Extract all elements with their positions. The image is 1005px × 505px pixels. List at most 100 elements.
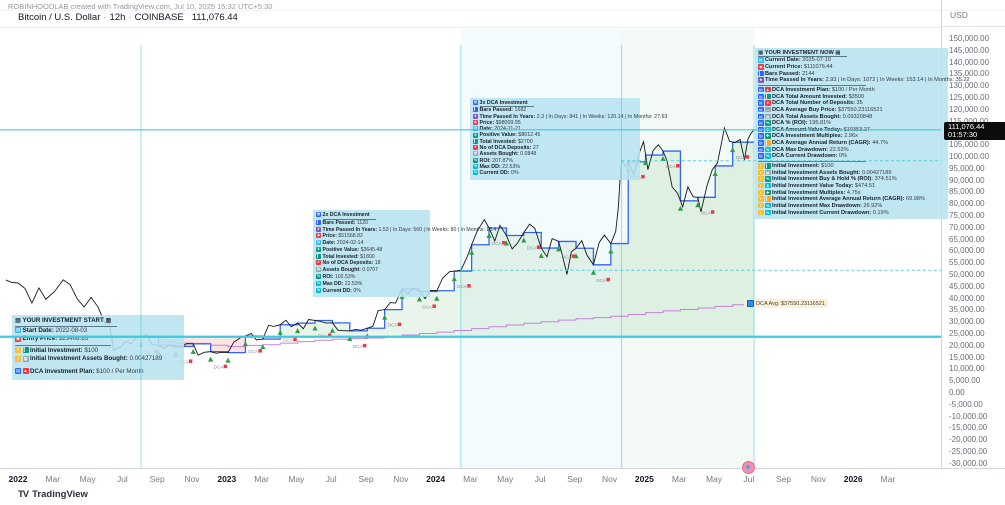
row-value: $8012.45 (518, 132, 541, 139)
row-icon: ▤ (758, 106, 764, 113)
last-price-badge: 111,076.44 01:57:30 (944, 121, 1005, 140)
row-label: Max DD: (479, 163, 503, 170)
row-value: $1800 (360, 253, 375, 260)
panel-row: ! ✚ Initial Investment Multiples: 4.75x (758, 189, 944, 197)
row-icon: ▤ (316, 240, 321, 246)
row-label: DCA Investment Plan: (772, 87, 832, 94)
row-label: Bars Passed: (322, 219, 357, 226)
time-axis-label: 2026 (843, 474, 863, 484)
row-icon: ▦ (473, 151, 478, 157)
panel-title: ▦ YOUR INVESTMENT START ▦ (15, 317, 118, 327)
row-icon: ▦ (765, 113, 771, 120)
row-value: 4.75x (846, 189, 861, 196)
dca-tag-icon (676, 164, 680, 168)
dca-buy-marker (573, 253, 579, 259)
row-label: Price: (322, 233, 339, 240)
price-axis[interactable]: USD 111,076.44 01:57:30 150,000.00 145,00… (941, 0, 1005, 468)
row-value: 0.00427189 (861, 169, 892, 176)
panel-row: $ Positive Value: $3645.48 (316, 247, 426, 254)
row-icon: ! (758, 202, 764, 209)
row-icon: ▤ (758, 100, 764, 106)
dca-avg-floating-label: DCA Avg: $37550.23116521 (744, 299, 828, 308)
row-value: 2144 (802, 70, 815, 77)
dca-buy-marker (730, 147, 736, 153)
dca-buy-label: DCA (388, 323, 398, 328)
panel-row: ◉ Price: $98009.95 (473, 120, 636, 126)
panel-row: !% Initial Investment Max Drawdown: 26.92… (758, 202, 944, 210)
price-tick-label: 130,000.00 (949, 81, 990, 91)
tradingview-logo[interactable]: TV TradingView (18, 489, 88, 503)
panel-row: ▤ ▦ DCA Total Assets Bought: 0.09320848 (758, 113, 944, 121)
row-value: 195.81% (809, 120, 832, 127)
row-value: 18 (374, 260, 381, 267)
row-value: $51568.82 (338, 233, 363, 240)
row-icon: ▤ (758, 113, 764, 120)
row-label: DCA Current Drawdown: (772, 153, 839, 160)
row-label: DCA Amount Value Today: (772, 127, 844, 134)
row-label: Initial Investment Assets Bought: (772, 169, 862, 176)
row-icon: ★ (473, 113, 478, 119)
dca-buy-marker (608, 248, 614, 254)
row-label: Time Passed In Years: (479, 113, 537, 120)
row-label: Positive Value: (322, 246, 361, 253)
row-icon: ▤ (15, 326, 21, 333)
time-axis-label: Jul (534, 474, 546, 484)
dca-buy-marker (469, 249, 475, 255)
row-icon: ▤ (758, 146, 764, 153)
dca-3x-panel: ▦ 3x DCA Investment ▎ Bars Passed: 1682 ★ Tim… (470, 98, 667, 180)
dca-buy-marker (590, 269, 597, 275)
dca-tag-icon (502, 240, 506, 245)
row-value: $100 / Per Month (831, 87, 875, 94)
time-axis[interactable]: 2022 Mar May Jul Sep Nov 2023 Mar May Jul Sep Nov 20… (0, 468, 1005, 489)
row-label: ROI: (322, 273, 335, 280)
panel-row: ! ▦ Initial Investment Assets Bought: 0.00… (758, 169, 944, 177)
price-tick-label: 15,000.00 (949, 352, 985, 362)
row-value: $98009.95 (495, 119, 521, 126)
dca-buy-marker (486, 232, 492, 238)
dca-buy-marker (643, 160, 649, 166)
currency-label: USD (950, 10, 968, 20)
panel-title: 3x DCA Investment (479, 100, 534, 108)
row-label: DCA Total Amount Invested: (772, 93, 849, 100)
row-icon: % (316, 280, 321, 286)
row-value: 22.53% (502, 163, 521, 170)
time-axis-label: 2023 (217, 474, 237, 484)
row-icon: ▎ (765, 163, 771, 169)
row-icon: ▦ (316, 267, 321, 273)
row-icon: ▎ (765, 93, 771, 100)
row-value: 27 (532, 145, 539, 152)
row-icon: ▎ (316, 253, 321, 259)
time-axis-label: Sep (149, 474, 165, 484)
time-axis-label: Nov (184, 474, 200, 484)
panel-divider (758, 161, 866, 163)
row-value: 0% (511, 170, 519, 177)
dca-tag-icon (467, 284, 471, 288)
panel-row: ! ▎ Initial Investment: $100 (758, 163, 944, 170)
alarm-clock-icon[interactable] (742, 461, 755, 474)
row-label: Initial Investment: (30, 346, 85, 354)
dca-buy-label: DCA (283, 338, 293, 343)
symbol-bar[interactable]: Bitcoin / U.S. Dollar · 12h · COINBASE 111,07… (0, 12, 941, 28)
interval-label[interactable]: 12h (109, 12, 126, 23)
row-icon: ! (758, 182, 764, 189)
row-label: Date: (479, 126, 495, 133)
price-tick-label: -15,000.00 (949, 423, 988, 433)
dca-buy-marker (277, 329, 283, 335)
dca-buy-marker (677, 205, 684, 211)
row-label: Price: (479, 119, 496, 126)
dca-buy-marker (712, 170, 718, 176)
dca-buy-marker (190, 348, 196, 354)
row-label: Bars Passed: (479, 107, 515, 114)
dca-2x-panel: ▦ 2x DCA Investment ▎ Bars Passed: 1120 ★ Tim… (313, 210, 496, 298)
time-axis-label: Sep (358, 474, 374, 484)
panel-row: ★ Time Passed In Years: 1.53 | In Days: 5… (316, 226, 496, 234)
dca-tag-icon (293, 337, 297, 342)
row-label: DCA Investment Plan: (30, 367, 97, 375)
panel-row: % ROI: 102.53% (316, 274, 426, 281)
dca-buy-marker (347, 335, 353, 341)
price-tick-label: 125,000.00 (949, 93, 990, 102)
price-tick-label: 70,000.00 (949, 222, 985, 232)
symbol-name[interactable]: Bitcoin / U.S. Dollar (18, 12, 101, 23)
row-label: No of DCA Deposits: (322, 260, 375, 267)
